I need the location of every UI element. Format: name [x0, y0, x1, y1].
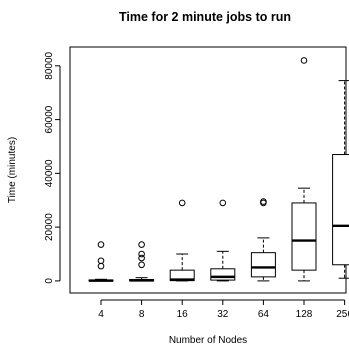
x-tick-label: 64 [258, 309, 270, 320]
box-128 [291, 57, 317, 282]
chart-title: Time for 2 minute jobs to run [119, 10, 291, 24]
box-8 [129, 241, 155, 282]
outlier-point [219, 199, 227, 207]
outlier-point [97, 257, 105, 265]
box-16 [169, 199, 195, 282]
box-256 [332, 80, 349, 279]
outlier-point [260, 198, 267, 205]
box-iqr [210, 268, 236, 281]
y-axis-label: Time (minutes) [7, 137, 18, 203]
x-tick-label: 8 [139, 309, 145, 320]
y-tick-label: 20000 [44, 213, 55, 241]
y-tick-label: 60000 [44, 105, 55, 133]
x-tick-label: 128 [296, 309, 313, 320]
box-64 [250, 198, 276, 282]
y-tick-label: 40000 [44, 159, 55, 187]
x-axis-label: Number of Nodes [169, 335, 247, 346]
box-iqr [250, 252, 276, 278]
x-tick-label: 16 [177, 309, 189, 320]
outlier-point [138, 254, 145, 262]
y-tick-label: 0 [44, 278, 55, 284]
outlier-point [97, 262, 105, 270]
y-axis: 0 20000 40000 60000 80000 [44, 51, 61, 284]
x-axis: 4 8 16 32 64 128 256 [98, 299, 349, 320]
box-iqr [291, 202, 317, 271]
outlier-point [138, 241, 145, 248]
box-32 [210, 199, 236, 282]
box-iqr [332, 154, 349, 266]
outlier-point [138, 261, 145, 269]
y-tick-label: 80000 [44, 51, 55, 79]
x-tick-label: 4 [98, 309, 104, 320]
x-tick-label: 32 [217, 309, 229, 320]
outlier-point [300, 57, 308, 64]
outlier-point [138, 250, 145, 258]
outlier-point [97, 241, 105, 248]
box-4 [88, 241, 114, 282]
outlier-point [178, 199, 186, 207]
x-tick-label: 256 [336, 309, 349, 320]
boxes-group [88, 57, 349, 282]
